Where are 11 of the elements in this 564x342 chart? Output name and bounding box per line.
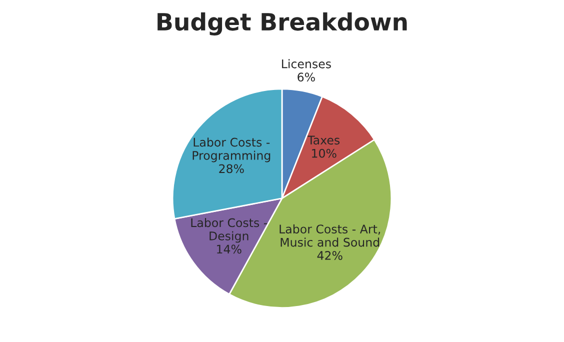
data-label: 10%	[312, 148, 336, 158]
data-label: 42%	[317, 251, 342, 260]
slice-label: Labor Costs - Art, Music and Sound	[280, 224, 380, 247]
slice-label: Taxes	[308, 136, 340, 145]
slice-label: Labor Costs - Programming	[192, 138, 270, 162]
data-label: 28%	[219, 164, 244, 174]
slice-label: Licenses	[282, 59, 331, 68]
chart-title: Budget Breakdown	[158, 12, 407, 36]
data-label: 14%	[217, 244, 242, 254]
data-label: 6%	[298, 72, 315, 82]
slice-label: Labor Costs - Design	[191, 218, 268, 243]
